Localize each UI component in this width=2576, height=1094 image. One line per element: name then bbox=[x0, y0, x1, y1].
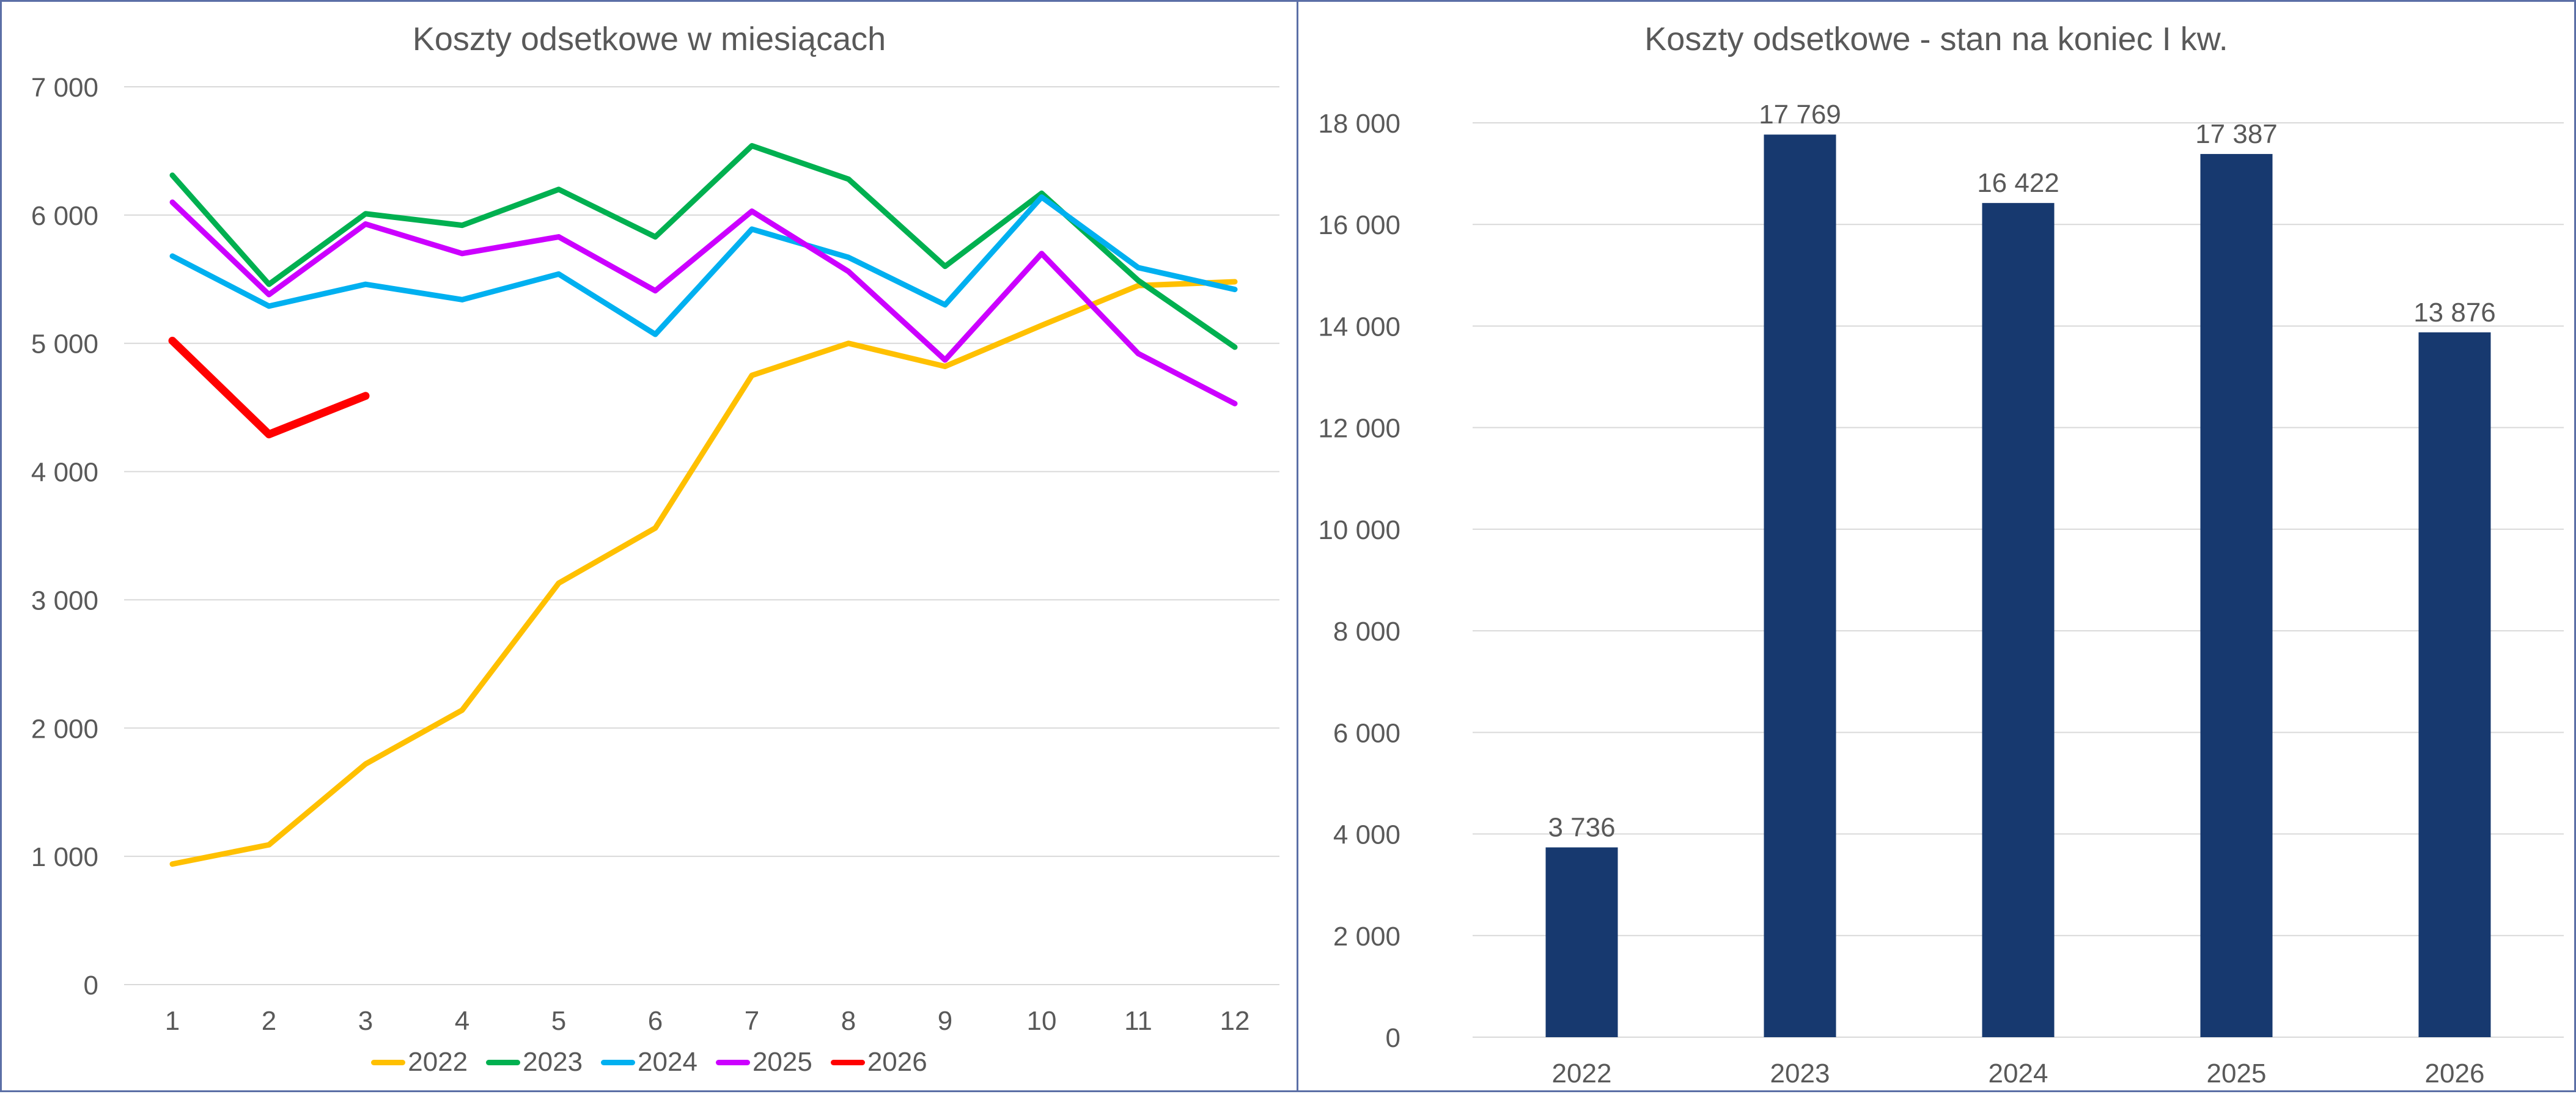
legend-label: 2025 bbox=[752, 1047, 812, 1077]
line-chart-legend: 2022 2023 2024 2025 2026 bbox=[2, 1047, 1297, 1077]
bar-x-tick-label: 2026 bbox=[2425, 1059, 2485, 1088]
line-x-tick-label: 7 bbox=[745, 1006, 759, 1036]
bar-2023 bbox=[1764, 134, 1836, 1037]
bar-y-tick-label: 12 000 bbox=[1318, 414, 1400, 444]
line-x-tick-label: 4 bbox=[455, 1006, 469, 1036]
legend-item-2022: 2022 bbox=[371, 1047, 468, 1077]
line-x-tick-label: 8 bbox=[841, 1006, 856, 1036]
legend-item-2026: 2026 bbox=[830, 1047, 927, 1077]
bar-x-tick-label: 2025 bbox=[2207, 1059, 2267, 1088]
bar-2026 bbox=[2418, 332, 2491, 1037]
line-x-tick-label: 1 bbox=[165, 1006, 180, 1036]
line-y-tick-label: 6 000 bbox=[31, 201, 98, 231]
line-chart-title: Koszty odsetkowe w miesiącach bbox=[412, 21, 886, 57]
bar-x-tick-label: 2024 bbox=[1989, 1059, 2048, 1088]
legend-label: 2024 bbox=[638, 1047, 697, 1077]
bar-y-tick-label: 8 000 bbox=[1333, 617, 1400, 647]
line-chart-panel: Koszty odsetkowe w miesiącach 0 1 000 2 00… bbox=[0, 0, 1298, 1092]
legend-label: 2023 bbox=[523, 1047, 583, 1077]
bar-y-tick-label: 14 000 bbox=[1318, 312, 1400, 342]
bar-y-tick-label: 10 000 bbox=[1318, 515, 1400, 545]
bar-chart-title: Koszty odsetkowe - stan na koniec I kw. bbox=[1644, 21, 2228, 57]
line-y-tick-label: 1 000 bbox=[31, 842, 98, 872]
bar-data-label: 17 769 bbox=[1759, 100, 1841, 130]
series-line-2025 bbox=[169, 199, 1238, 406]
series-line-2024 bbox=[169, 194, 1238, 337]
bar-chart-panel: Koszty odsetkowe - stan na koniec I kw. … bbox=[1297, 0, 2576, 1092]
line-x-tick-label: 2 bbox=[262, 1006, 276, 1036]
bar-y-tick-label: 0 bbox=[1386, 1023, 1400, 1053]
bar-y-tick-label: 4 000 bbox=[1333, 820, 1400, 850]
legend-label: 2026 bbox=[867, 1047, 927, 1077]
line-x-tick-label: 3 bbox=[358, 1006, 373, 1036]
legend-item-2025: 2025 bbox=[715, 1047, 812, 1077]
series-line-2022 bbox=[169, 279, 1238, 867]
bar-chart-svg: 0 2 000 4 000 6 000 8 000 10 000 12 000 14 000 1… bbox=[1318, 100, 2564, 1088]
line-x-tick-label: 10 bbox=[1027, 1006, 1057, 1036]
bar-data-label: 3 736 bbox=[1548, 812, 1615, 842]
line-x-tick-label: 12 bbox=[1220, 1006, 1250, 1036]
legend-label: 2022 bbox=[408, 1047, 468, 1077]
bar-2022 bbox=[1545, 847, 1618, 1037]
line-x-tick-label: 5 bbox=[551, 1006, 566, 1036]
line-y-tick-label: 5 000 bbox=[31, 329, 98, 359]
line-y-tick-label: 2 000 bbox=[31, 714, 98, 744]
bar-y-tick-label: 18 000 bbox=[1318, 109, 1400, 139]
bar-data-label: 13 876 bbox=[2413, 298, 2496, 328]
legend-swatch bbox=[486, 1059, 521, 1065]
legend-item-2024: 2024 bbox=[601, 1047, 697, 1077]
bar-y-tick-label: 16 000 bbox=[1318, 210, 1400, 240]
bar-2024 bbox=[1982, 203, 2055, 1038]
line-y-tick-label: 3 000 bbox=[31, 586, 98, 615]
bar-x-tick-label: 2022 bbox=[1552, 1059, 1612, 1088]
bar-data-label: 17 387 bbox=[2195, 119, 2278, 149]
legend-item-2023: 2023 bbox=[486, 1047, 583, 1077]
line-x-tick-label: 11 bbox=[1124, 1006, 1152, 1036]
legend-swatch bbox=[601, 1059, 636, 1065]
line-x-tick-label: 6 bbox=[648, 1006, 663, 1036]
bar-y-tick-label: 2 000 bbox=[1333, 922, 1400, 952]
bar-data-label: 16 422 bbox=[1977, 168, 2059, 198]
legend-swatch bbox=[715, 1059, 750, 1065]
line-x-tick-label: 9 bbox=[938, 1006, 952, 1036]
line-y-tick-label: 7 000 bbox=[31, 73, 98, 103]
series-line-2026 bbox=[168, 337, 370, 439]
line-y-tick-label: 4 000 bbox=[31, 458, 98, 488]
line-y-tick-label: 0 bbox=[84, 971, 98, 1000]
legend-swatch bbox=[371, 1059, 406, 1065]
bar-2025 bbox=[2200, 153, 2273, 1037]
bar-y-tick-label: 6 000 bbox=[1333, 718, 1400, 748]
bar-x-tick-label: 2023 bbox=[1770, 1059, 1830, 1088]
legend-swatch bbox=[830, 1059, 865, 1065]
